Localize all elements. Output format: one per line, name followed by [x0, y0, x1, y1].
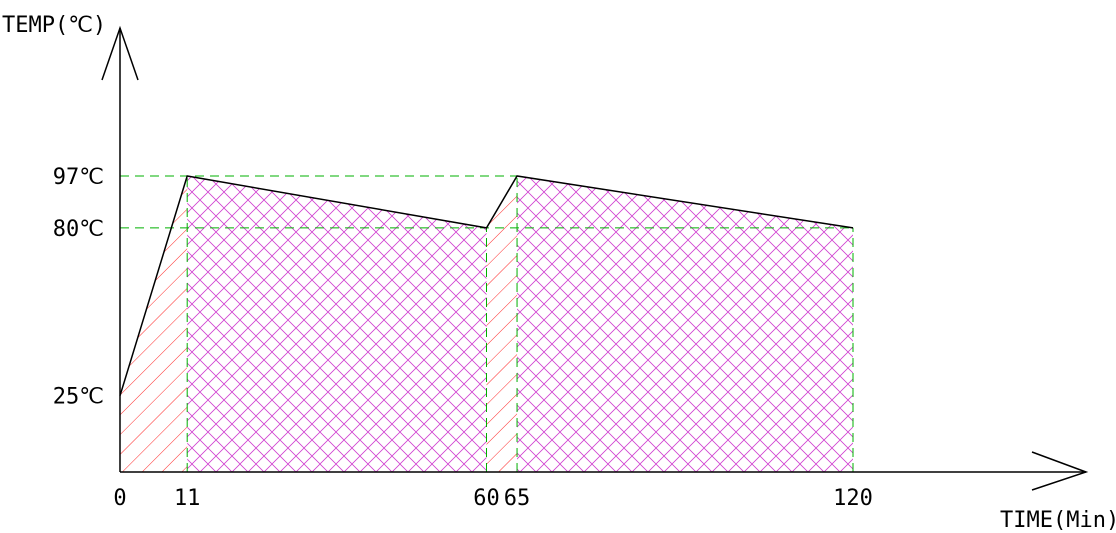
x-tick-65: 65 [504, 486, 531, 511]
x-tick-60: 60 [473, 486, 500, 511]
y-tick-97: 97℃ [53, 165, 104, 190]
x-axis-label: TIME(Min) [1000, 508, 1116, 533]
x-tick-120: 120 [833, 486, 873, 511]
y-axis-label: TEMP(℃) [2, 13, 106, 38]
x-tick-0: 0 [113, 486, 126, 511]
x-axis-arrow [1032, 452, 1086, 490]
x-tick-11: 11 [174, 486, 201, 511]
heating-fill-1 [120, 176, 187, 472]
y-tick-25: 25℃ [53, 385, 104, 410]
y-tick-80: 80℃ [53, 217, 104, 242]
